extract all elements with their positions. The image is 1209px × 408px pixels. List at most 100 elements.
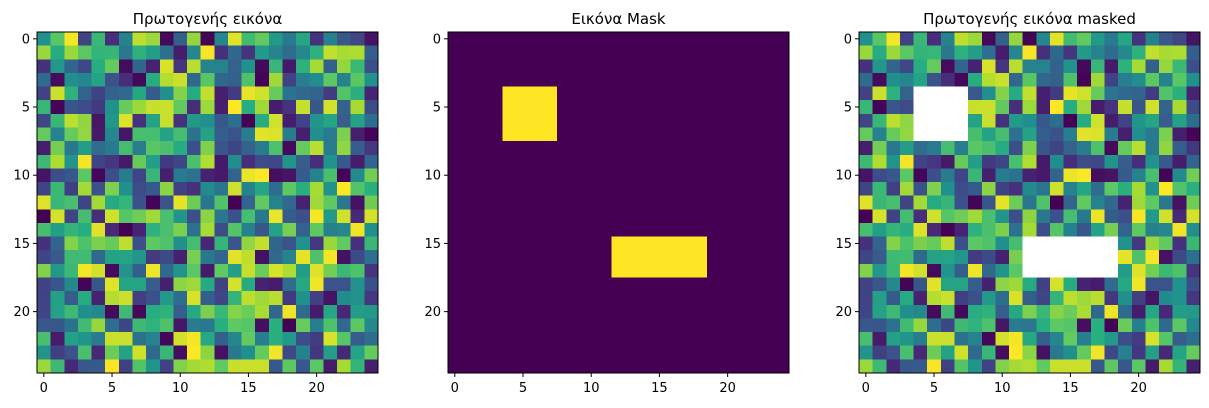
heatmap-cell: [173, 359, 188, 374]
heatmap-cell: [872, 209, 887, 224]
heatmap-cell: [693, 182, 708, 197]
heatmap-cell: [557, 59, 572, 74]
heatmap-cell: [748, 359, 763, 374]
heatmap-cell: [598, 332, 613, 347]
heatmap-cell: [488, 291, 503, 306]
heatmap-cell: [448, 141, 463, 156]
heatmap-cell: [1118, 263, 1133, 278]
heatmap-cell: [255, 345, 270, 360]
heatmap-cell: [241, 332, 256, 347]
heatmap-cell: [584, 318, 599, 333]
heatmap-cell: [227, 72, 242, 87]
heatmap-cell: [159, 304, 174, 319]
heatmap-cell: [886, 304, 901, 319]
heatmap-cell: [529, 141, 544, 156]
heatmap-cell: [570, 59, 585, 74]
heatmap-cell: [638, 318, 653, 333]
heatmap-cell: [214, 154, 229, 169]
heatmap-cell: [255, 32, 270, 47]
heatmap-cell: [255, 263, 270, 278]
heatmap-cell: [625, 141, 640, 156]
heatmap-cell: [886, 236, 901, 251]
heatmap-cell: [516, 59, 531, 74]
heatmap-cell: [748, 168, 763, 183]
heatmap-cell: [1036, 332, 1051, 347]
heatmap-cell: [570, 113, 585, 128]
heatmap-cell: [227, 345, 242, 360]
x-tick-label: 20: [308, 381, 325, 396]
heatmap-cell: [968, 263, 983, 278]
heatmap-cell: [448, 100, 463, 115]
heatmap-cell: [105, 59, 120, 74]
heatmap-cell: [543, 291, 558, 306]
heatmap-cell: [1186, 222, 1201, 237]
heatmap-cell: [241, 168, 256, 183]
heatmap-cell: [611, 72, 626, 87]
heatmap-cell: [1036, 263, 1051, 278]
heatmap-cell: [173, 222, 188, 237]
heatmap-cell: [529, 195, 544, 210]
heatmap-cell: [105, 277, 120, 292]
heatmap-cell: [940, 250, 955, 265]
heatmap-cell: [886, 72, 901, 87]
heatmap-cell: [268, 222, 283, 237]
heatmap-cell: [187, 141, 202, 156]
heatmap-cell: [529, 182, 544, 197]
heatmap-cell: [1036, 32, 1051, 47]
heatmap-cell: [693, 277, 708, 292]
heatmap-cell: [720, 86, 735, 101]
heatmap-cell: [268, 236, 283, 251]
heatmap-cell: [598, 113, 613, 128]
heatmap-cell: [91, 332, 106, 347]
heatmap-cell: [557, 304, 572, 319]
heatmap-cell: [77, 59, 92, 74]
heatmap-cell: [323, 59, 338, 74]
heatmap-cell: [448, 86, 463, 101]
heatmap-cell: [543, 277, 558, 292]
heatmap-cell: [1022, 250, 1037, 265]
heatmap-cell: [1022, 236, 1037, 251]
heatmap-cell: [611, 304, 626, 319]
heatmap-cell: [132, 32, 147, 47]
heatmap-cell: [337, 209, 352, 224]
heatmap-cell: [557, 209, 572, 224]
heatmap-cell: [1077, 113, 1092, 128]
heatmap-cell: [461, 45, 476, 60]
heatmap-cell: [775, 359, 790, 374]
heatmap-cell: [502, 113, 517, 128]
heatmap-cell: [337, 345, 352, 360]
heatmap-cell: [720, 45, 735, 60]
heatmap-cell: [1090, 59, 1105, 74]
heatmap-cell: [159, 86, 174, 101]
heatmap-cell: [516, 263, 531, 278]
heatmap-cell: [488, 318, 503, 333]
heatmap-cell: [241, 277, 256, 292]
heatmap-cell: [927, 291, 942, 306]
heatmap-cell: [1159, 222, 1174, 237]
heatmap-cell: [323, 168, 338, 183]
heatmap-cell: [707, 72, 722, 87]
heatmap-cell: [927, 209, 942, 224]
heatmap-cell: [1159, 86, 1174, 101]
x-tick-label: 20: [719, 381, 736, 396]
heatmap-cell: [529, 236, 544, 251]
heatmap-cell: [625, 304, 640, 319]
heatmap-cell: [255, 332, 270, 347]
heatmap-cell: [954, 304, 969, 319]
heatmap-cell: [872, 291, 887, 306]
heatmap-cell: [1022, 209, 1037, 224]
heatmap-cell: [1090, 113, 1105, 128]
heatmap-cell: [282, 359, 297, 374]
heatmap-cell: [1049, 141, 1064, 156]
heatmap-cell: [309, 113, 324, 128]
heatmap-cell: [1049, 72, 1064, 87]
heatmap-cell: [981, 32, 996, 47]
heatmap-cell: [1172, 141, 1187, 156]
heatmap-cell: [159, 359, 174, 374]
heatmap-cell: [679, 332, 694, 347]
heatmap-cell: [1131, 277, 1146, 292]
heatmap-cell: [968, 127, 983, 142]
heatmap-cell: [981, 195, 996, 210]
heatmap-cell: [296, 195, 311, 210]
heatmap-cell: [899, 236, 914, 251]
